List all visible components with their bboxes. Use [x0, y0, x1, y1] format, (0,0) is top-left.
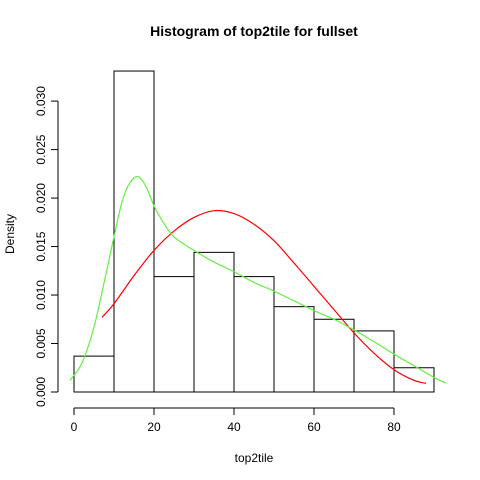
histogram-bar-7: [353, 330, 395, 393]
histogram-bar-5: [273, 306, 315, 393]
x-axis: 0 20 40 60 80: [71, 407, 401, 434]
histogram-bar-2: [153, 276, 195, 393]
y-axis-label: Density: [3, 214, 17, 254]
y-tick-label-2: 0.010: [34, 280, 48, 310]
density-curve-1: [69, 176, 447, 384]
x-tick-label-1: 20: [147, 420, 161, 434]
density-curves: [69, 176, 447, 384]
histogram-bar-6: [313, 318, 355, 393]
density-curve-0: [101, 209, 427, 384]
histogram-bar-1: [113, 70, 155, 393]
y-tick-label-1: 0.005: [34, 328, 48, 358]
histogram-bars: [73, 70, 435, 393]
x-tick-label-3: 60: [307, 420, 321, 434]
x-tick-label-4: 80: [387, 420, 401, 434]
y-tick-label-5: 0.025: [34, 134, 48, 164]
y-tick-label-6: 0.030: [34, 86, 48, 116]
histogram-bar-0: [73, 355, 115, 393]
y-axis: 0.000 0.005 0.010 0.015 0.020 0.025 0.030: [34, 86, 59, 407]
y-tick-label-3: 0.015: [34, 231, 48, 261]
x-tick-label-2: 40: [227, 420, 241, 434]
x-axis-label: top2tile: [235, 451, 274, 465]
histogram-bar-3: [193, 251, 235, 393]
x-tick-label-0: 0: [71, 420, 78, 434]
chart-title: Histogram of top2tile for fullset: [150, 23, 358, 39]
y-tick-label-0: 0.000: [34, 377, 48, 407]
histogram-bar-4: [233, 276, 275, 393]
y-tick-label-4: 0.020: [34, 183, 48, 213]
histogram-bar-8: [393, 367, 435, 393]
